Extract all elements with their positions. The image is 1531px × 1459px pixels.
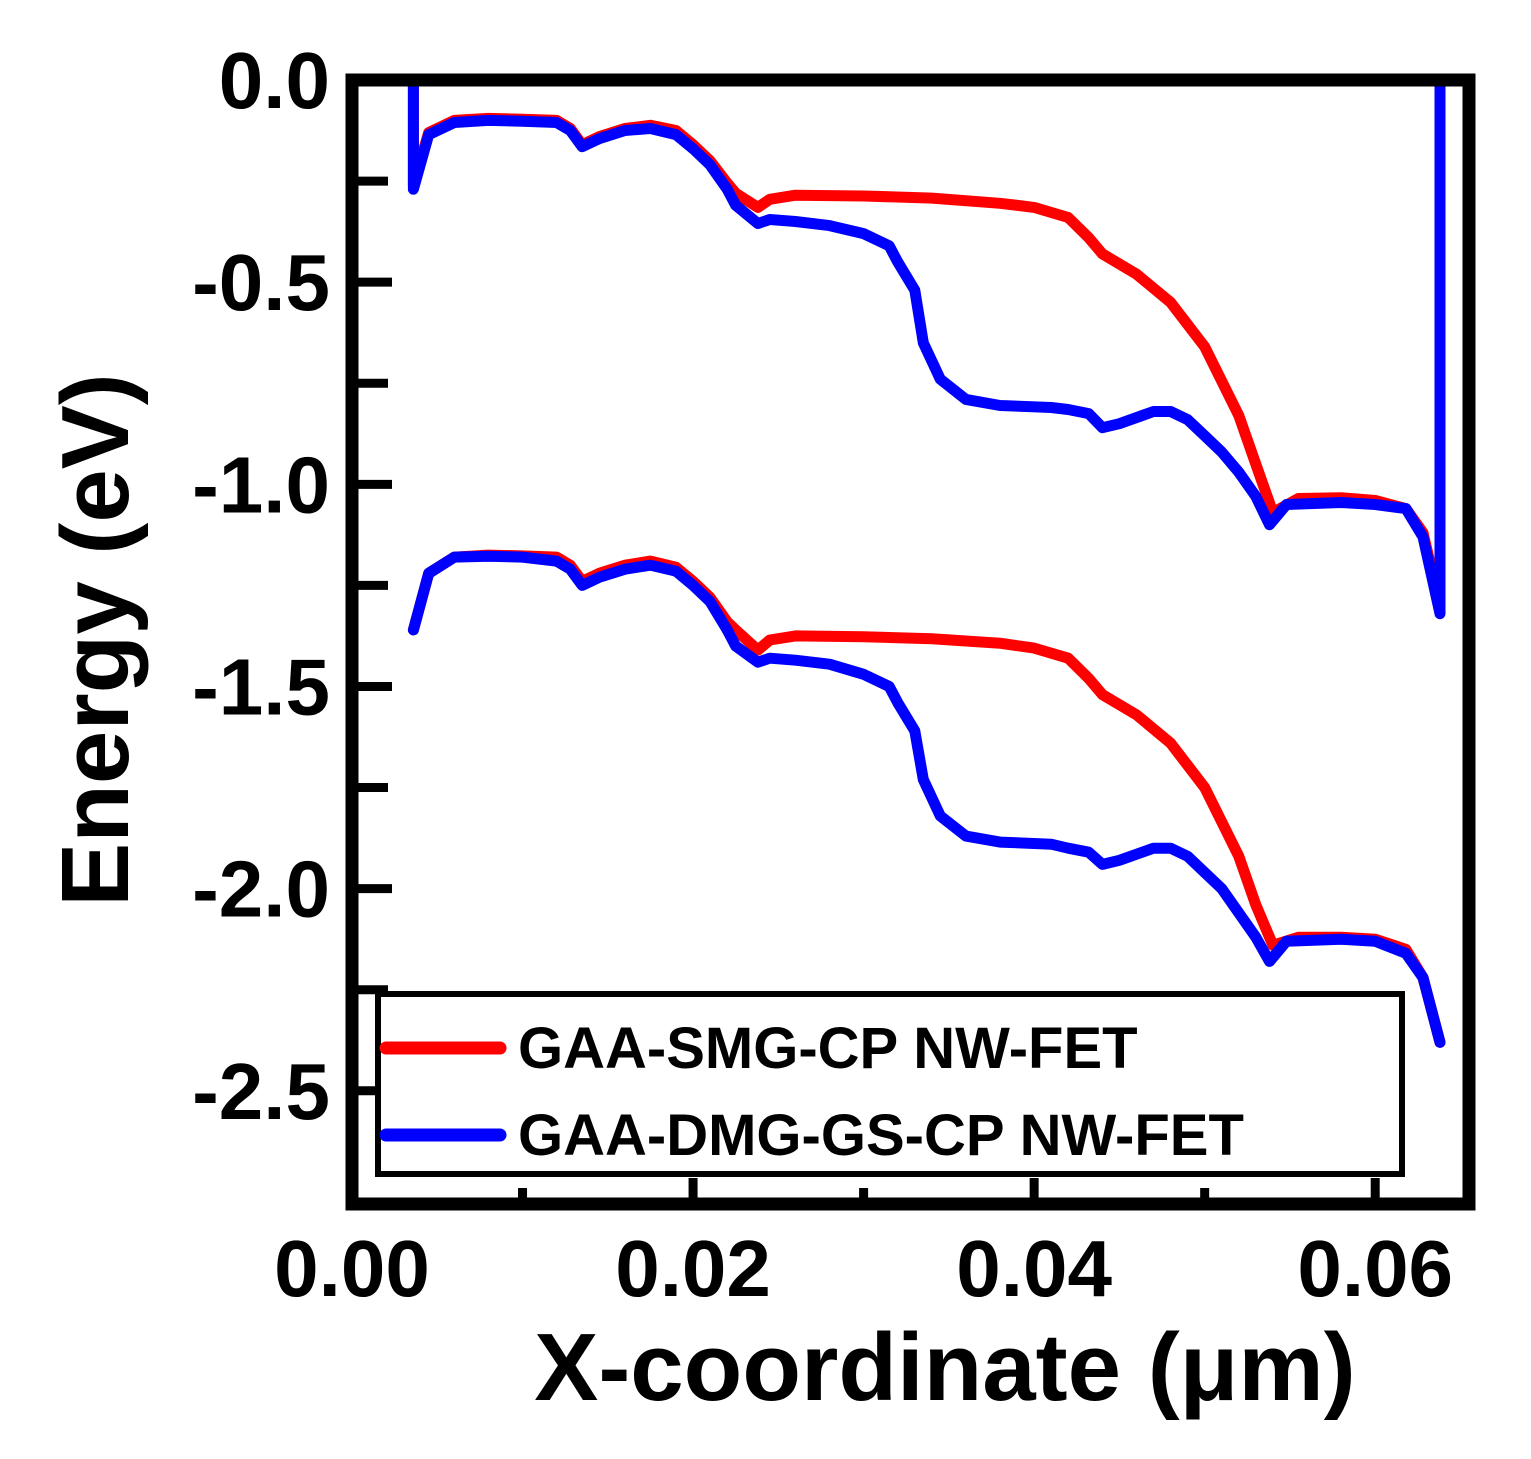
y-tick-label: -1.0 [192, 440, 330, 529]
y-tick-label: -0.5 [192, 238, 330, 327]
y-tick-label: -1.5 [192, 642, 330, 731]
x-axis-title: X-coordinate (μm) [534, 1314, 1355, 1421]
series-line-0-conduction [389, 74, 1475, 612]
y-axis-title: Energy (eV) [42, 373, 149, 906]
x-tick-label: 0.04 [956, 1224, 1112, 1313]
x-tick-label: 0.02 [615, 1224, 771, 1313]
legend-label-dmg: GAA-DMG-GS-CP NW-FET [518, 1103, 1244, 1168]
legend-box [375, 991, 1405, 1177]
series-line-2-conduction [389, 74, 1475, 620]
legend: GAA-SMG-CP NW-FET GAA-DMG-GS-CP NW-FET [375, 991, 1405, 1177]
tick-layer [347, 75, 1380, 1204]
series-layer [389, 74, 1475, 1048]
legend-label-smg: GAA-SMG-CP NW-FET [518, 1016, 1138, 1081]
plot-frame [345, 73, 1476, 1211]
x-tick-label: 0.06 [1297, 1224, 1453, 1313]
series-line-3-valence [407, 550, 1446, 1048]
y-tick-label: -2.0 [192, 845, 330, 934]
y-tick-label: -2.5 [192, 1047, 330, 1136]
y-tick-label: 0.0 [219, 36, 330, 125]
x-tick-label: 0.00 [274, 1224, 430, 1313]
tick-label-layer: 0.00 0.02 0.04 0.06 0.0 -0.5 -1.0 -1.5 -2.0 -2.5 [192, 36, 1453, 1313]
